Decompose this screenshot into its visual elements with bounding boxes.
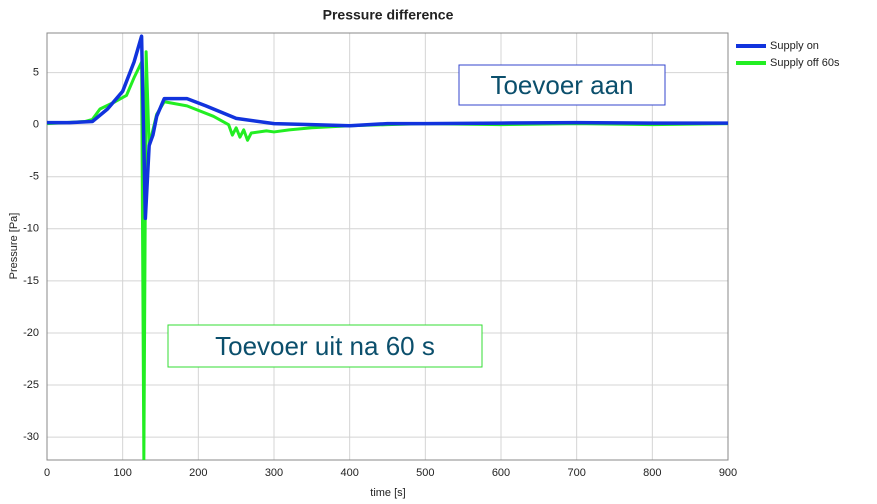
annotation-box <box>458 64 666 106</box>
legend-label: Supply on <box>770 40 819 52</box>
y-tick-label: 0 <box>33 119 39 131</box>
y-axis-label: Pressure [Pa] <box>8 213 20 280</box>
annotation: Toevoer uit na 60 s <box>215 331 435 361</box>
y-tick-label: -10 <box>23 223 39 235</box>
x-tick-label: 600 <box>492 467 510 479</box>
x-axis-label: time [s] <box>370 487 405 499</box>
x-tick-label: 400 <box>340 467 358 479</box>
y-tick-label: 5 <box>33 66 39 78</box>
y-tick-label: -15 <box>23 275 39 287</box>
y-tick-label: -25 <box>23 379 39 391</box>
x-tick-label: 900 <box>719 467 737 479</box>
x-tick-label: 500 <box>416 467 434 479</box>
series-line <box>47 50 728 460</box>
y-tick-label: -5 <box>29 171 39 183</box>
chart-title: Pressure difference <box>323 7 454 23</box>
x-tick-label: 800 <box>643 467 661 479</box>
legend-label: Supply off 60s <box>770 57 840 69</box>
x-tick-label: 700 <box>567 467 585 479</box>
plot-frame <box>46 32 729 461</box>
series-line <box>47 34 728 221</box>
x-tick-label: 200 <box>189 467 207 479</box>
x-tick-label: 0 <box>44 467 50 479</box>
x-tick-label: 100 <box>113 467 131 479</box>
annotation: Toevoer aan <box>490 70 633 100</box>
y-tick-label: -20 <box>23 327 39 339</box>
annotation-box <box>167 324 483 368</box>
x-tick-label: 300 <box>265 467 283 479</box>
y-tick-label: -30 <box>23 431 39 443</box>
